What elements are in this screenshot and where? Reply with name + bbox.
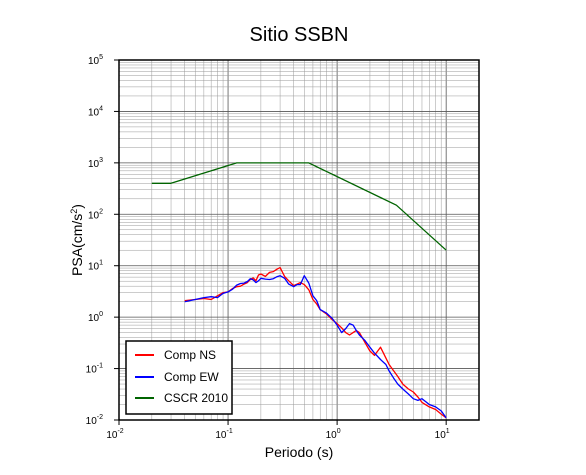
y-axis-label-exp: 2 (69, 209, 79, 214)
legend-label-ew: Comp EW (164, 370, 219, 384)
y-tick-base: 10 (88, 56, 100, 67)
x-tick-label: 101 (435, 428, 450, 441)
y-tick-label: 103 (88, 157, 103, 170)
x-tick-exp: -1 (227, 428, 233, 435)
y-axis-label: PSA(cm/s2) (69, 204, 85, 276)
y-tick-base: 10 (88, 210, 100, 221)
y-tick-label: 10-2 (86, 414, 103, 427)
legend: Comp NS Comp EW CSCR 2010 (125, 340, 233, 415)
x-axis-ticks: 10-2 10-1 100 101 (106, 420, 450, 441)
series-line-comp-ew (184, 275, 447, 419)
legend-label-cscr: CSCR 2010 (164, 391, 228, 405)
y-tick-base: 10 (86, 365, 98, 376)
y-tick-label: 102 (88, 208, 103, 221)
y-tick-base: 10 (88, 159, 100, 170)
x-tick-label: 10-1 (215, 428, 232, 441)
y-tick-exp: 3 (99, 157, 103, 164)
x-tick-base: 10 (106, 430, 118, 441)
y-tick-exp: -2 (97, 414, 103, 421)
x-tick-label: 100 (326, 428, 341, 441)
y-axis-label-base: PSA(cm/s (69, 214, 85, 276)
legend-label-ns: Comp NS (164, 348, 216, 362)
x-tick-base: 10 (215, 430, 227, 441)
x-tick-exp: 0 (337, 428, 341, 435)
x-tick-exp: -2 (117, 428, 123, 435)
y-tick-label: 100 (88, 311, 103, 324)
y-axis-label-close: ) (69, 204, 85, 209)
y-tick-base: 10 (88, 262, 100, 273)
y-tick-exp: 4 (99, 105, 103, 112)
y-tick-label: 101 (88, 260, 103, 273)
y-tick-label: 10-1 (86, 363, 103, 376)
series-line-cscr-2010 (151, 162, 447, 251)
y-tick-exp: 5 (99, 54, 103, 61)
y-tick-exp: 1 (99, 260, 103, 267)
x-axis-label: Periodo (s) (265, 444, 333, 460)
x-tick-base: 10 (326, 430, 338, 441)
y-tick-base: 10 (86, 416, 98, 427)
series-line-comp-ns (184, 266, 447, 419)
x-tick-exp: 1 (446, 428, 450, 435)
chart-title: Sitio SSBN (250, 24, 349, 46)
y-tick-base: 10 (88, 107, 100, 118)
x-tick-base: 10 (435, 430, 447, 441)
series-group (151, 162, 447, 419)
x-tick-label: 10-2 (106, 428, 123, 441)
y-tick-exp: -1 (97, 363, 103, 370)
y-tick-exp: 2 (99, 208, 103, 215)
y-tick-base: 10 (88, 313, 100, 324)
y-tick-exp: 0 (99, 311, 103, 318)
y-tick-label: 104 (88, 105, 103, 118)
y-tick-label: 105 (88, 54, 103, 67)
plot-frame (118, 59, 480, 421)
